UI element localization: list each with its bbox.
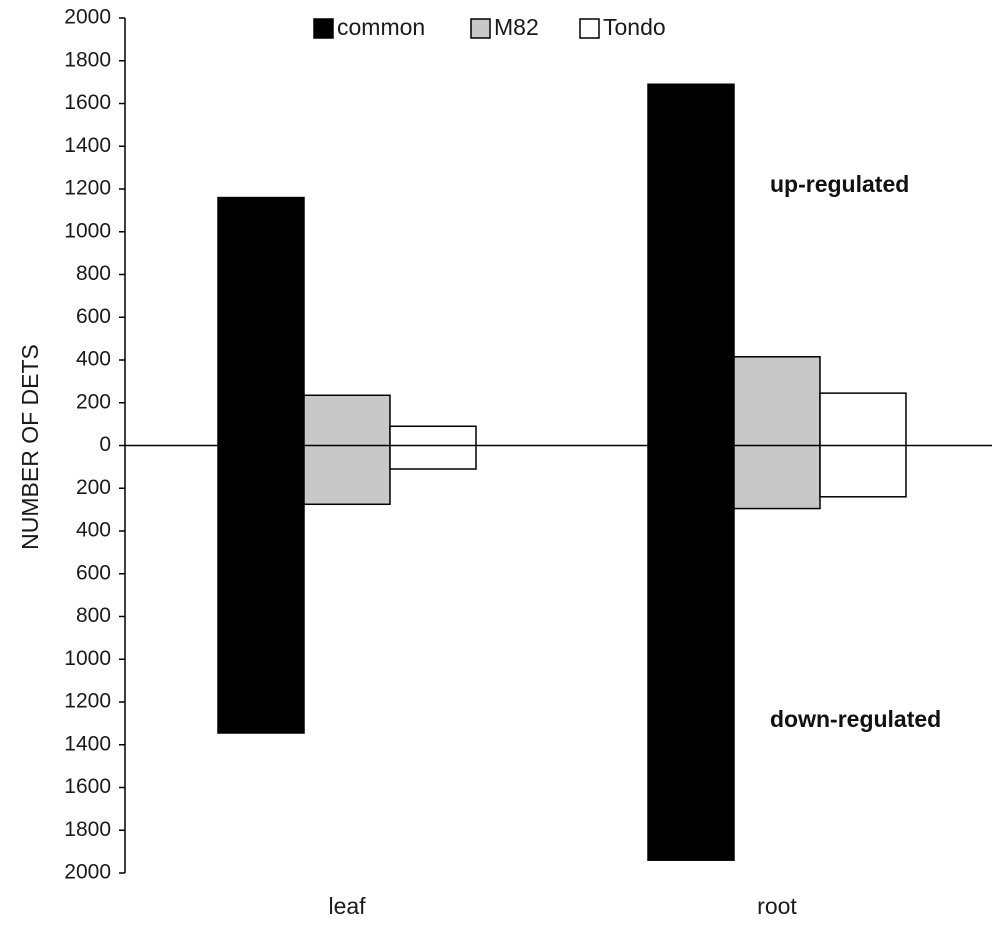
y-axis-label: NUMBER OF DETS — [17, 344, 43, 550]
bar-leaf-m82 — [303, 394, 391, 506]
bar-root-common — [647, 83, 735, 861]
y-axis: 2000180016001400120010008006004002000200… — [64, 6, 125, 884]
y-tick-label: 1600 — [64, 775, 111, 798]
y-tick-label: 800 — [76, 604, 111, 627]
bar-leaf-tondo — [389, 425, 477, 470]
y-tick-label: 400 — [76, 519, 111, 542]
y-tick-label: 200 — [76, 476, 111, 499]
y-tick-label: 1000 — [64, 647, 111, 670]
y-tick-label: 2000 — [64, 6, 111, 29]
x-tick-label-root: root — [757, 893, 797, 919]
legend: common M82 Tondo — [313, 14, 666, 40]
y-tick-label: 800 — [76, 262, 111, 285]
annotation-up-regulated: up-regulated — [770, 171, 909, 197]
x-axis-labels: leaf root — [328, 893, 797, 919]
legend-swatch-m82 — [470, 18, 491, 39]
y-tick-label: 1400 — [64, 732, 111, 755]
legend-label-common: common — [337, 14, 425, 40]
y-tick-label: 1200 — [64, 690, 111, 713]
y-tick-label: 200 — [76, 390, 111, 413]
legend-label-m82: M82 — [494, 14, 539, 40]
y-tick-label: 2000 — [64, 861, 111, 884]
legend-swatch-tondo — [579, 18, 600, 39]
y-tick-label: 1400 — [64, 134, 111, 157]
y-tick-label: 1200 — [64, 177, 111, 200]
bar-leaf-common — [217, 196, 305, 734]
legend-swatch-common — [313, 18, 334, 39]
bars — [217, 83, 907, 861]
y-tick-label: 0 — [99, 433, 111, 456]
y-tick-label: 600 — [76, 561, 111, 584]
y-tick-label: 1800 — [64, 48, 111, 71]
legend-label-tondo: Tondo — [603, 14, 666, 40]
y-tick-label: 600 — [76, 305, 111, 328]
bar-root-m82 — [733, 356, 821, 510]
y-tick-label: 400 — [76, 348, 111, 371]
annotation-down-regulated: down-regulated — [770, 706, 941, 732]
x-tick-label-leaf: leaf — [328, 893, 366, 919]
y-tick-label: 1000 — [64, 219, 111, 242]
y-tick-label: 1600 — [64, 91, 111, 114]
y-tick-label: 1800 — [64, 818, 111, 841]
